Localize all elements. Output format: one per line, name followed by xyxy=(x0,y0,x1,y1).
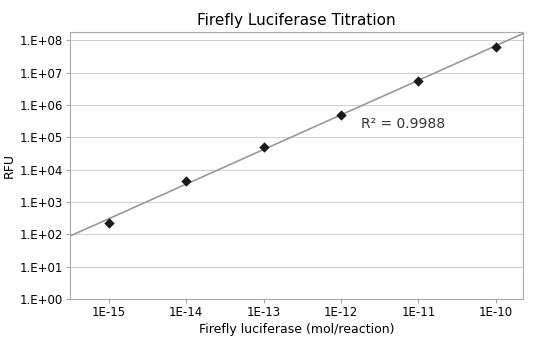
Point xyxy=(182,178,190,184)
Point xyxy=(414,78,423,84)
Title: Firefly Luciferase Titration: Firefly Luciferase Titration xyxy=(197,13,396,28)
X-axis label: Firefly luciferase (mol/reaction): Firefly luciferase (mol/reaction) xyxy=(199,323,394,336)
Point xyxy=(492,44,500,49)
Point xyxy=(259,144,268,150)
Point xyxy=(105,220,113,225)
Point xyxy=(337,112,345,118)
Text: R² = 0.9988: R² = 0.9988 xyxy=(361,117,445,131)
Y-axis label: RFU: RFU xyxy=(3,153,16,178)
